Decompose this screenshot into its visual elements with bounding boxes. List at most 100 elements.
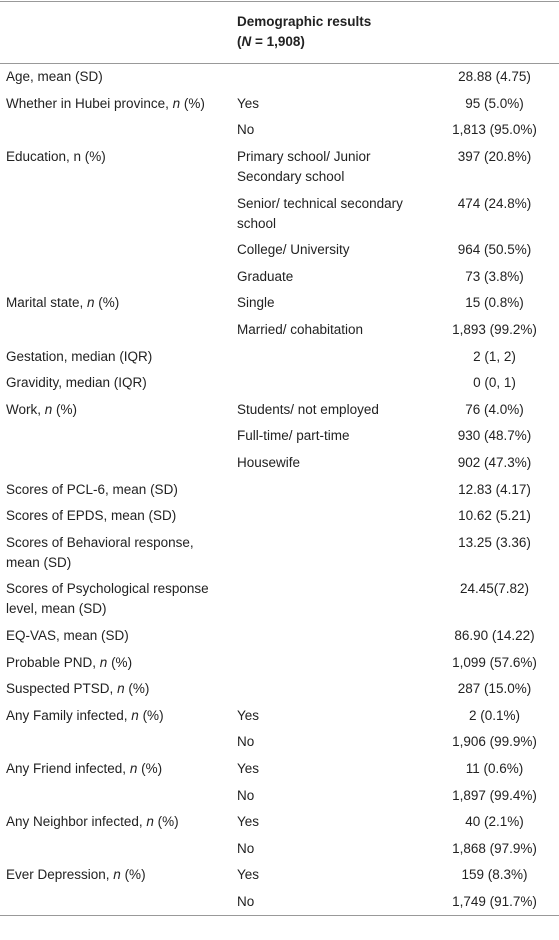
group-cell (231, 64, 430, 91)
group-cell: Primary school/ Junior Secondary school (231, 144, 430, 191)
table-row: Scores of Psychological response level, … (0, 576, 559, 623)
table-header: Demographic results (N = 1,908) (0, 1, 559, 64)
label-segment: Scores of Psychological response level, … (6, 581, 213, 617)
table-row: Ever Depression, n (%) Yes 159 (8.3%) (0, 862, 559, 889)
value-cell: 1,099 (57.6%) (452, 654, 537, 670)
group-cell: Married/ cohabitation (231, 317, 430, 344)
group-cell (231, 623, 430, 650)
label-cell: Ever Depression, n (%) (0, 862, 231, 889)
label-cell (0, 782, 231, 809)
value-cell: 930 (48.7%) (457, 428, 532, 444)
label-segment: (%) (180, 95, 205, 111)
group-text: Housewife (237, 455, 301, 471)
label-cell (0, 264, 231, 291)
table-row: No 1,906 (99.9%) (0, 729, 559, 756)
value-cell: 1,813 (95.0%) (452, 122, 537, 138)
group-cell: Graduate (231, 264, 430, 291)
group-cell: No (231, 835, 430, 862)
label-segment: Gravidity, median (IQR) (6, 375, 147, 391)
table-row: Graduate 73 (3.8%) (0, 264, 559, 291)
table-row: Age, mean (SD) 28.88 (4.75) (0, 64, 559, 91)
label-segment: Any Friend infected, (6, 760, 130, 776)
table-row: No 1,813 (95.0%) (0, 117, 559, 144)
subtitle-segment: = 1,908) (251, 34, 305, 49)
label-cell: Age, mean (SD) (0, 64, 231, 91)
group-text: Yes (237, 760, 260, 776)
label-segment: n (117, 681, 125, 697)
label-segment: (%) (107, 654, 133, 670)
value-cell: 1,897 (99.4%) (452, 787, 537, 803)
label-segment: n (87, 295, 95, 311)
group-cell (231, 530, 430, 577)
group-cell: Yes (231, 702, 430, 729)
value-cell: 10.62 (5.21) (458, 508, 531, 524)
group-cell: Yes (231, 862, 430, 889)
label-cell: Education, n (%) (0, 144, 231, 191)
group-text: No (237, 787, 255, 803)
header-subtitle: (N = 1,908) (237, 32, 553, 52)
label-cell: Scores of PCL-6, mean (SD) (0, 476, 231, 503)
label-cell: Suspected PTSD, n (%) (0, 676, 231, 703)
group-cell (231, 370, 430, 397)
label-segment: Probable PND, (6, 654, 100, 670)
table-row: Scores of PCL-6, mean (SD) 12.83 (4.17) (0, 476, 559, 503)
table-row: Any Friend infected, n (%) Yes 11 (0.6%) (0, 756, 559, 783)
group-cell: Students/ not employed (231, 397, 430, 424)
group-text: Yes (237, 707, 260, 723)
label-cell: Scores of Psychological response level, … (0, 576, 231, 623)
label-segment: n (99, 654, 108, 670)
header-title: Demographic results (237, 14, 372, 29)
value-cell: 1,906 (99.9%) (452, 734, 537, 750)
value-cell: 95 (5.0%) (465, 95, 524, 111)
label-segment: n (146, 814, 154, 830)
value-cell: 73 (3.8%) (465, 268, 524, 284)
label-segment: n (129, 760, 138, 776)
table-row: Scores of EPDS, mean (SD) 10.62 (5.21) (0, 503, 559, 530)
label-cell: Any Friend infected, n (%) (0, 756, 231, 783)
group-cell: College/ University (231, 237, 430, 264)
value-cell: 964 (50.5%) (457, 242, 532, 258)
group-cell: No (231, 889, 430, 916)
value-cell: 13.25 (3.36) (458, 534, 531, 550)
label-cell: Any Family infected, n (%) (0, 702, 231, 729)
group-cell (231, 343, 430, 370)
table-row: Married/ cohabitation 1,893 (99.2%) (0, 317, 559, 344)
label-cell (0, 889, 231, 916)
group-cell (231, 476, 430, 503)
value-cell: 2 (1, 2) (473, 348, 516, 364)
label-cell: Gestation, median (IQR) (0, 343, 231, 370)
group-text: Single (237, 295, 275, 311)
table-row: Gestation, median (IQR) 2 (1, 2) (0, 343, 559, 370)
group-cell: Senior/ technical secondary school (231, 190, 430, 237)
value-cell: 159 (8.3%) (461, 867, 528, 883)
label-cell (0, 835, 231, 862)
table-row: Full-time/ part-time 930 (48.7%) (0, 423, 559, 450)
label-cell (0, 450, 231, 477)
label-segment: (%) (94, 295, 120, 311)
group-text: Married/ cohabitation (237, 322, 364, 338)
value-cell: 28.88 (4.75) (458, 69, 531, 85)
value-cell: 40 (2.1%) (465, 814, 524, 830)
value-cell: 12.83 (4.17) (458, 481, 531, 497)
group-cell (231, 503, 430, 530)
table-row: EQ-VAS, mean (SD) 86.90 (14.22) (0, 623, 559, 650)
label-segment: (%) (138, 707, 164, 723)
group-cell (231, 676, 430, 703)
label-cell (0, 423, 231, 450)
group-text: Yes (237, 814, 260, 830)
label-segment: n (131, 707, 139, 723)
label-segment: EQ-VAS, mean (SD) (6, 627, 129, 643)
group-cell: Full-time/ part-time (231, 423, 430, 450)
label-segment: n (172, 95, 181, 111)
group-cell (231, 576, 430, 623)
table-row: Scores of Behavioral response, mean (SD)… (0, 530, 559, 577)
group-text: Students/ not employed (237, 401, 379, 417)
label-segment: Gestation, median (IQR) (6, 348, 153, 364)
label-segment: (%) (52, 401, 78, 417)
label-segment: Work, (6, 401, 45, 417)
group-cell: Single (231, 290, 430, 317)
label-segment: Any Family infected, (6, 707, 132, 723)
table-row: College/ University 964 (50.5%) (0, 237, 559, 264)
label-segment: Scores of Behavioral response, mean (SD) (6, 534, 198, 570)
group-text: Yes (237, 95, 260, 111)
